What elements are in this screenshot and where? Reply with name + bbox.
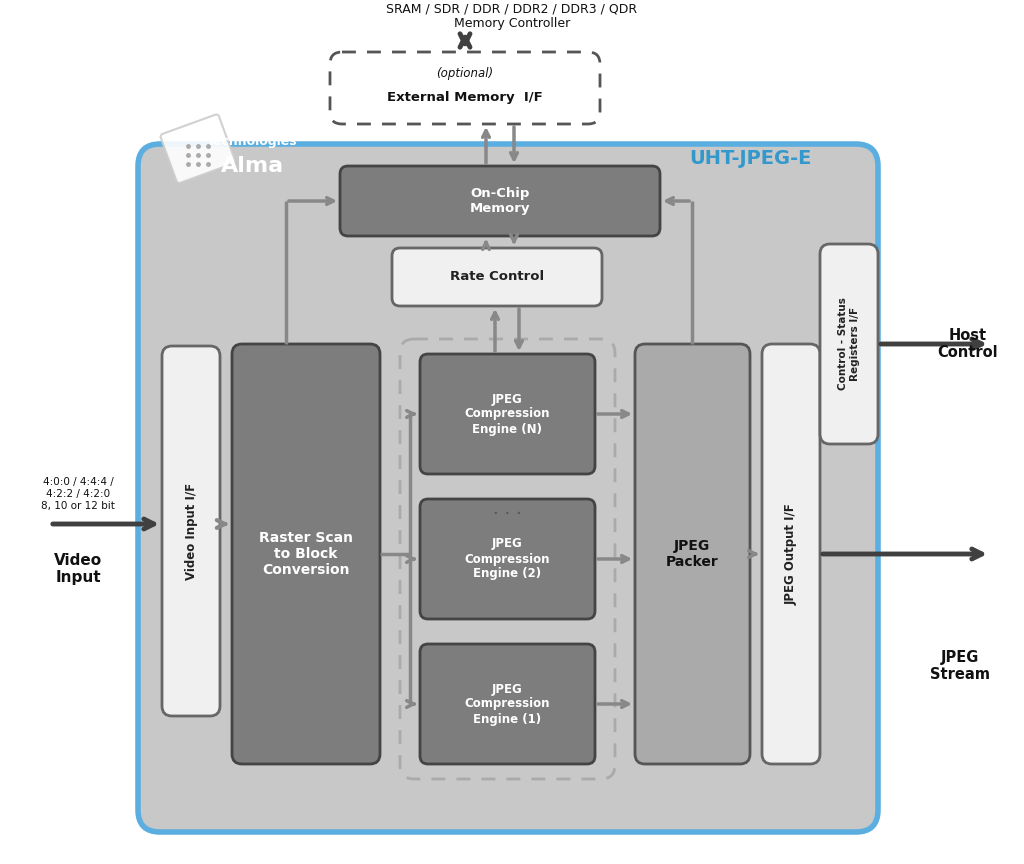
Text: JPEG Output I/F: JPEG Output I/F [784, 503, 798, 605]
Text: On-Chip
Memory: On-Chip Memory [470, 187, 530, 215]
FancyBboxPatch shape [420, 354, 595, 474]
Text: JPEG
Compression
Engine (1): JPEG Compression Engine (1) [464, 683, 550, 726]
FancyBboxPatch shape [232, 344, 380, 764]
Text: Raster Scan
to Block
Conversion: Raster Scan to Block Conversion [259, 530, 353, 577]
Text: Host
Control: Host Control [938, 327, 998, 360]
FancyBboxPatch shape [420, 644, 595, 764]
Text: JPEG
Compression
Engine (2): JPEG Compression Engine (2) [464, 537, 550, 581]
FancyBboxPatch shape [420, 499, 595, 619]
Text: . . .: . . . [493, 500, 521, 518]
Text: Technologies: Technologies [207, 136, 297, 149]
FancyBboxPatch shape [340, 166, 660, 236]
Text: JPEG
Compression
Engine (N): JPEG Compression Engine (N) [464, 392, 550, 435]
FancyBboxPatch shape [161, 114, 236, 183]
Text: JPEG
Packer: JPEG Packer [666, 539, 719, 569]
Text: 4:0:0 / 4:4:4 /
4:2:2 / 4:2:0
8, 10 or 12 bit: 4:0:0 / 4:4:4 / 4:2:2 / 4:2:0 8, 10 or 1… [41, 478, 115, 511]
Text: (optional): (optional) [436, 67, 494, 80]
FancyBboxPatch shape [162, 346, 220, 716]
FancyBboxPatch shape [820, 244, 878, 444]
FancyBboxPatch shape [762, 344, 820, 764]
Text: Video Input I/F: Video Input I/F [184, 482, 198, 580]
Text: External Memory  I/F: External Memory I/F [387, 92, 543, 105]
Text: JPEG
Stream: JPEG Stream [930, 650, 990, 683]
FancyBboxPatch shape [635, 344, 750, 764]
Text: Rate Control: Rate Control [450, 270, 544, 283]
Text: UHT-JPEG-E: UHT-JPEG-E [689, 149, 811, 168]
FancyBboxPatch shape [330, 52, 600, 124]
Text: SRAM / SDR / DDR / DDR2 / DDR3 / QDR
Memory Controller: SRAM / SDR / DDR / DDR2 / DDR3 / QDR Mem… [386, 2, 638, 30]
Text: Control - Status
Registers I/F: Control - Status Registers I/F [839, 297, 860, 391]
Text: Alma: Alma [220, 156, 284, 176]
FancyBboxPatch shape [392, 248, 602, 306]
FancyBboxPatch shape [138, 144, 878, 832]
Text: Video
Input: Video Input [54, 553, 102, 585]
